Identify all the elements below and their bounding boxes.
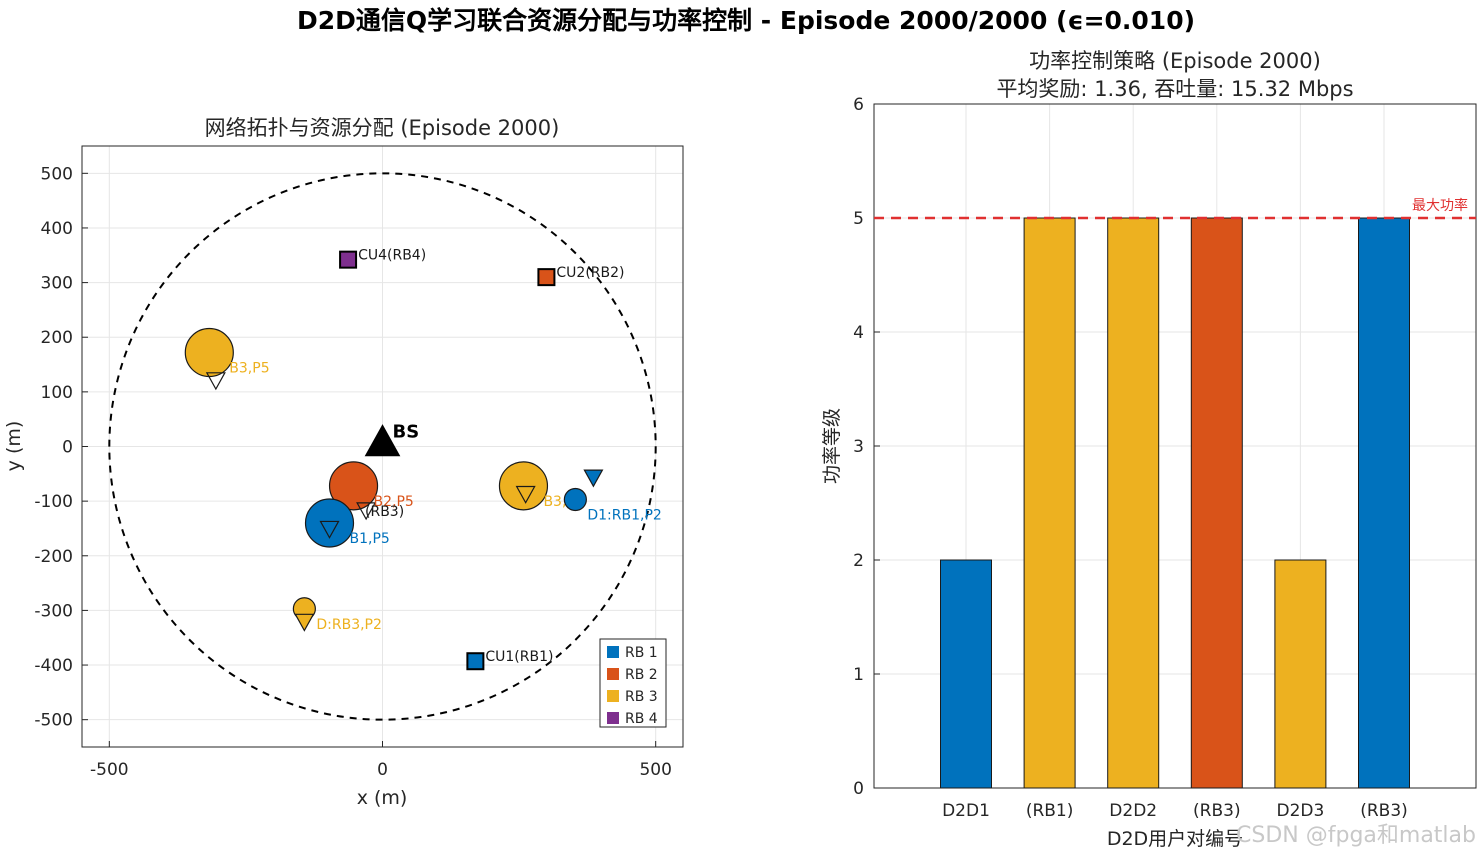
power-xlabel: D2D用户对编号 bbox=[1107, 828, 1243, 850]
topology-xtick-label: 500 bbox=[639, 760, 671, 780]
d2d-rx-marker bbox=[319, 520, 340, 539]
legend-swatch bbox=[607, 712, 619, 724]
power-xtick-label: D2D3 bbox=[1276, 801, 1324, 821]
power-subtitle: 平均奖励: 1.36, 吞吐量: 15.32 Mbps bbox=[996, 77, 1353, 101]
power-ticks: 0 1 2 3 4 5 6 D2D1 (RB1) D2D2 (RB3) D2D3 (RB3) bbox=[853, 95, 1408, 821]
d2d-label: B3,P5 bbox=[229, 361, 269, 377]
topology-ytick-label: 0 bbox=[62, 438, 73, 458]
topology-grid bbox=[82, 146, 683, 747]
cellular-user-label: CU2(RB2) bbox=[556, 265, 624, 281]
d2d-rx-marker bbox=[294, 613, 315, 632]
coverage-circle bbox=[108, 172, 657, 721]
legend-swatch bbox=[607, 646, 619, 658]
topology-xlabel: x (m) bbox=[357, 787, 408, 809]
power-ytick-label: 1 bbox=[853, 665, 864, 685]
cellular-user-marker bbox=[537, 268, 556, 287]
topology-ytick-label: -400 bbox=[34, 656, 73, 676]
topology-ytick-label: -100 bbox=[34, 492, 73, 512]
legend-entry: RB 4 bbox=[625, 711, 658, 727]
power-bar bbox=[940, 559, 992, 789]
d2d-label: B2,P5 bbox=[374, 494, 414, 510]
topology-ytick-label: 400 bbox=[41, 219, 73, 239]
cellular-user-label: CU1(RB1) bbox=[485, 649, 553, 665]
d2d-tx-marker bbox=[328, 461, 379, 511]
power-ytick-label: 5 bbox=[853, 209, 864, 229]
power-xtick-label: (RB3) bbox=[1360, 801, 1408, 821]
d2d-label: B1,P5 bbox=[350, 531, 390, 547]
power-xtick-label: D2D2 bbox=[1109, 801, 1157, 821]
topology-marks: B3,P5B2,P5B1,P5B3,P5D1:RB1,P2D:RB3,P2CU2… bbox=[184, 248, 662, 671]
topology-panel: 网络拓扑与资源分配 (Episode 2000) -500 0 500 500 400 3… bbox=[3, 116, 684, 809]
d2d-tx-marker bbox=[304, 498, 355, 548]
topology-ticks: -500 0 500 500 400 300 200 100 0 -100 -200 -300 -400… bbox=[34, 164, 672, 780]
d2d-rx-marker bbox=[515, 485, 536, 504]
power-ytick-label: 3 bbox=[853, 437, 864, 457]
power-xtick-label: (RB1) bbox=[1026, 801, 1074, 821]
topology-xtick-label: 0 bbox=[377, 760, 388, 780]
topology-ytick-label: -200 bbox=[34, 547, 73, 567]
power-bar bbox=[1358, 217, 1410, 789]
topology-title: 网络拓扑与资源分配 (Episode 2000) bbox=[205, 116, 560, 140]
power-xtick-label: (RB3) bbox=[1193, 801, 1241, 821]
power-bar bbox=[1107, 217, 1160, 789]
figure-suptitle: D2D通信Q学习联合资源分配与功率控制 - Episode 2000/2000 … bbox=[297, 6, 1195, 35]
d2d-label: D1:RB1,P2 bbox=[587, 507, 661, 523]
topology-ytick-label: 300 bbox=[41, 274, 73, 294]
d2d-rx-marker bbox=[583, 469, 604, 488]
power-ytick-label: 6 bbox=[853, 95, 864, 115]
power-xtick-label: D2D1 bbox=[942, 801, 990, 821]
legend-swatch bbox=[607, 690, 619, 702]
legend-swatch bbox=[607, 668, 619, 680]
legend-entry: RB 1 bbox=[625, 645, 658, 661]
topology-xtick-label: -500 bbox=[90, 760, 129, 780]
power-bar bbox=[1023, 217, 1076, 789]
power-ytick-label: 0 bbox=[853, 779, 864, 799]
cellular-user-marker bbox=[339, 250, 358, 269]
d2d-rx-marker bbox=[356, 502, 377, 521]
legend-entry: RB 3 bbox=[625, 689, 658, 705]
power-panel: 功率控制策略 (Episode 2000) 平均奖励: 1.36, 吞吐量: 1… bbox=[821, 49, 1477, 850]
d2d-tx-marker bbox=[498, 461, 549, 511]
cellular-user-label: CU4(RB4) bbox=[358, 248, 426, 264]
power-ytick-label: 2 bbox=[853, 551, 864, 571]
power-bar bbox=[1190, 217, 1243, 789]
extra-label: (RB3) bbox=[365, 504, 404, 520]
power-bars bbox=[940, 217, 1410, 789]
legend: RB 1 RB 2 RB 3 RB 4 bbox=[599, 638, 667, 728]
legend-entry: RB 2 bbox=[625, 667, 658, 683]
base-station-label: BS bbox=[393, 422, 420, 443]
topology-ytick-label: 200 bbox=[41, 328, 73, 348]
topology-ytick-label: 100 bbox=[41, 383, 73, 403]
power-bar bbox=[1274, 559, 1327, 789]
power-title: 功率控制策略 (Episode 2000) bbox=[1029, 49, 1321, 73]
watermark: CSDN @fpga和matlab bbox=[1236, 823, 1476, 848]
topology-ylabel: y (m) bbox=[3, 421, 25, 472]
power-ytick-label: 4 bbox=[853, 323, 864, 343]
max-power-label: 最大功率 bbox=[1412, 197, 1468, 214]
cellular-user-marker bbox=[466, 652, 485, 671]
topology-ytick-label: -500 bbox=[34, 711, 73, 731]
d2d-tx-marker bbox=[184, 327, 234, 378]
d2d-tx-marker bbox=[563, 487, 587, 512]
topology-ytick-label: 500 bbox=[41, 164, 73, 184]
d2d-rx-marker bbox=[205, 372, 226, 391]
base-station-icon bbox=[364, 424, 401, 457]
topology-ytick-label: -300 bbox=[34, 601, 73, 621]
power-ylabel: 功率等级 bbox=[821, 408, 843, 484]
d2d-label: D:RB3,P2 bbox=[316, 617, 382, 633]
